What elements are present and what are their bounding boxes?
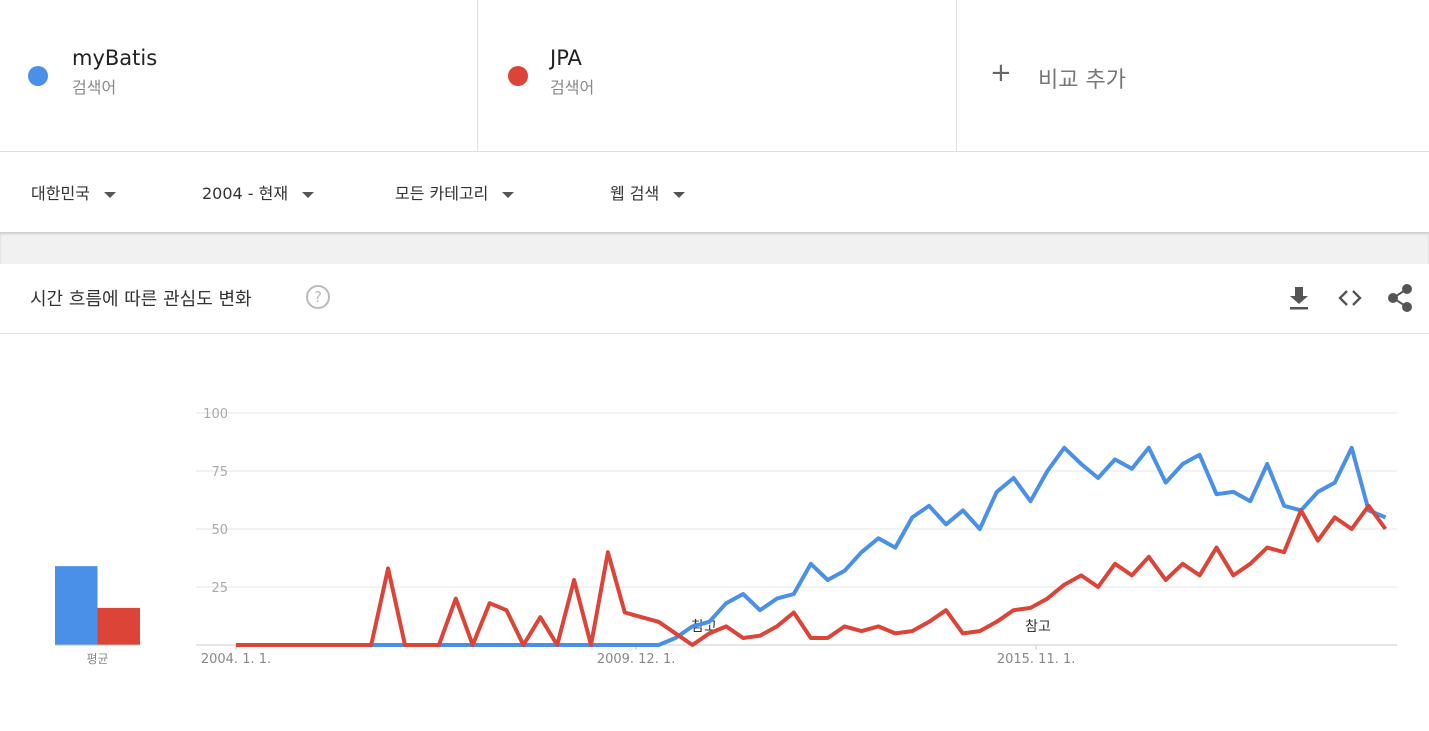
filter[interactable]: 웹 검색 [610,180,686,204]
filter[interactable]: 대한민국 [31,180,116,204]
x-tick-label: 2004. 1. 1. [201,652,271,667]
separator-band [0,232,1429,264]
divider [0,151,1429,152]
filter-label: 대한민국 [31,184,90,203]
filter[interactable]: 2004 - 현재 [202,180,315,204]
term-card[interactable]: JPA 검색어 [478,0,957,151]
y-tick-label: 75 [211,465,228,480]
term-name: JPA [550,46,582,70]
help-icon[interactable]: ? [306,285,330,309]
term-name: myBatis [72,46,158,70]
x-tick-label: 2015. 11. 1. [997,652,1076,667]
series-line [236,445,1387,647]
share-icon[interactable] [1388,284,1412,312]
filter-label: 웹 검색 [610,184,660,203]
average-bar [55,566,98,645]
series-line [236,503,1388,647]
term-caption: 검색어 [550,78,595,97]
legend-dot [508,66,528,86]
filter[interactable]: 모든 카테고리 [395,180,515,204]
term-card[interactable]: myBatis 검색어 [0,0,478,151]
y-tick-label: 50 [211,523,228,538]
filter-label: 2004 - 현재 [202,184,289,203]
average-label: 평균 [86,652,108,666]
divider [0,333,1429,334]
embed-icon[interactable] [1338,290,1362,306]
legend-dot [28,66,48,86]
add-icon[interactable]: + [990,58,1012,88]
y-tick-label: 25 [211,581,228,596]
x-tick-label: 2009. 12. 1. [597,652,676,667]
average-bar [97,607,140,645]
toolbar-icons [1290,284,1412,312]
add-compare[interactable]: 비교 추가 [1038,68,1126,93]
download-icon[interactable] [1290,287,1308,310]
section-title: 시간 흐름에 따른 관심도 변화 [30,289,252,310]
filter-label: 모든 카테고리 [395,184,489,203]
y-tick-label: 100 [203,407,228,422]
term-caption: 검색어 [72,78,117,97]
annotation: 참고 [1025,619,1051,635]
